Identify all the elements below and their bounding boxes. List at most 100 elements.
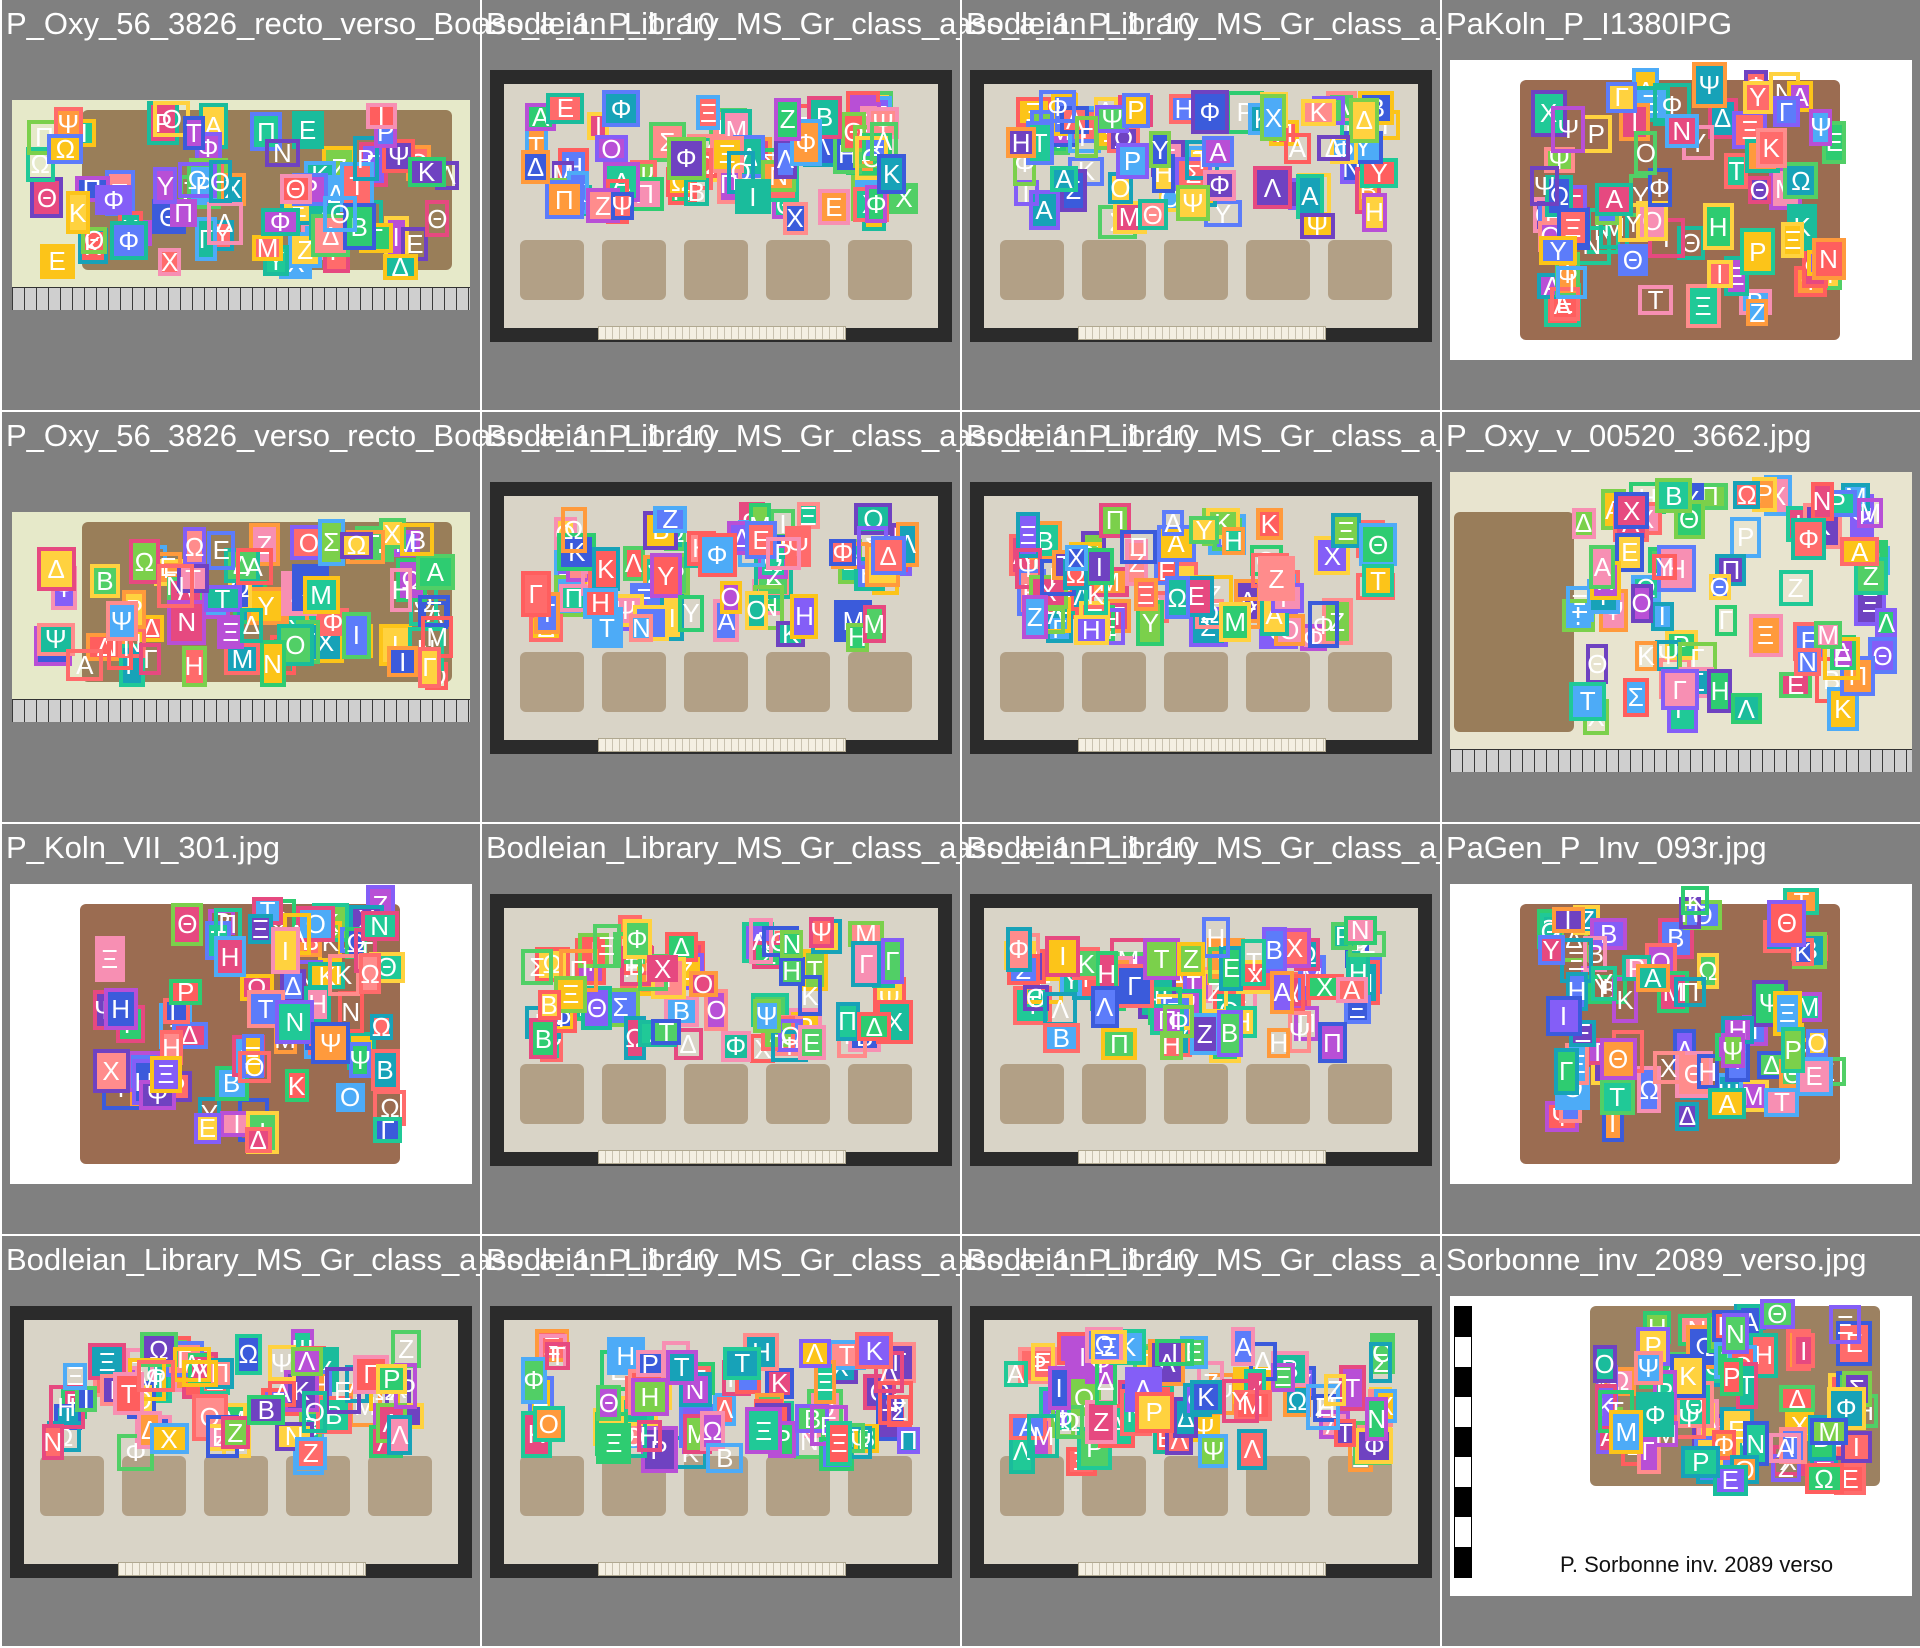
glyph-box: Τ — [723, 1346, 762, 1380]
glyph-box: Υ — [1189, 515, 1220, 544]
glyph-box: Γ — [139, 643, 162, 676]
glyph-box: Ρ — [1730, 516, 1762, 558]
glyph-box: Χ — [158, 248, 182, 277]
glyph-box: Ο — [296, 906, 336, 943]
glyph-box: Ε — [1219, 945, 1244, 991]
overlapping-filename: Bodleian_Library_MS_Gr_class_a_1_P_1_10 — [962, 6, 1196, 41]
glyph-box: Ζ — [1257, 556, 1295, 602]
document-image: ΒΖΘΔΚΞΗΡΠΨΞΙΘΑΜΧΕΧΨΛΜΗΜΖΙΔΜΓΡΚΗΧΚΣΕΛΡΞΠΩ… — [1450, 472, 1912, 772]
glyph-box: Ω — [1637, 1066, 1662, 1114]
thumbnail-tile[interactable]: ΤΙΤΡΟΑΜΝΕΒΔΘΨΜΨΨΥΜΞΓΠΣΤΧΠΖΞΠΠΥΓΤΖΩΗΡΤΓΛΛ… — [962, 824, 1440, 1234]
glyph-box: Ι — [387, 646, 419, 678]
glyph-box: Ω — [359, 953, 382, 995]
glyph-box: Μ — [1794, 992, 1823, 1023]
glyph-box: Ψ — [1633, 1351, 1663, 1386]
glyph-box: Λ — [1730, 693, 1762, 725]
glyph-box: Ν — [1664, 113, 1699, 148]
glyph-box: Ε — [39, 243, 75, 279]
thumbnail-tile[interactable]: ΝΜΘΝΔΦΒΞΑΔΜΙΘΘΤΦΥΞΝΡΜΦΦΥΑΝΘΙΕΚΕΞΦΟΤΧΙΞΟΕ… — [1442, 0, 1920, 410]
glyph-box: Θ — [279, 173, 312, 204]
glyph-box: Π — [1317, 1022, 1347, 1064]
papyrus-fragment — [602, 1064, 666, 1124]
glyph-box: Ξ — [241, 1034, 264, 1079]
glyph-box: Ρ — [1781, 1027, 1806, 1074]
glyph-box: Υ — [649, 553, 682, 599]
glyph-box: Ε — [1779, 672, 1813, 699]
glyph-box: Η — [390, 567, 413, 612]
thumbnail-tile[interactable]: ΨΓΤΟΗΒΡΘΡΧΩΤΡΧΦΝΨΥΜΖΔΒΣΨΛΒΡΖΠΧΣΓΙΗΚΘΑΔΦΔ… — [482, 824, 960, 1234]
ruler — [598, 1562, 846, 1576]
glyph-box: Ζ — [1177, 941, 1206, 976]
thumbnail-tile[interactable]: ΜΑΔΔΠΒΙΩΒΥΑΧΘΓΩΖΧΗΩΧΔΩΨΑΙΝΜΗΓΕΞΗΕΦΔΙΟΙΩΛ… — [2, 412, 480, 822]
glyph-box: Γ — [520, 570, 551, 617]
glyph-box: Η — [214, 936, 247, 978]
glyph-box: Τ — [203, 585, 242, 613]
glyph-box: Ο — [238, 1050, 272, 1083]
glyph-box: Φ — [109, 221, 148, 261]
glyph-box: Β — [529, 1018, 558, 1060]
thumbnail-tile[interactable]: ΑΒΜΒΔΛΩΝΩΙΨΘΔΙΒΖΑΙΤΠΟΨΚΗΤΨΒΠΘΜΚΒΞΘΤΞΣΟΗΤ… — [1442, 824, 1920, 1234]
thumbnail-tile[interactable]: ΒΖΘΔΚΞΗΡΠΨΞΙΘΑΜΧΕΧΨΛΜΗΜΖΙΔΜΓΡΚΗΧΚΣΕΛΡΞΠΩ… — [1442, 412, 1920, 822]
glyph-box: Ε — [745, 521, 777, 560]
thumbnail-tile[interactable]: ΥΝΝΒΟΡΨΞΑΛΨΤΗΚΞΤΙΦΕΜΥΧΓΣΜΚΗΙΧΚΙΠΣΟΤΖΥΤΗΘ… — [962, 0, 1440, 410]
thumbnail-tile[interactable]: P. Sorbonne inv. 2089 versoΕΝΡΗΞΩΧΨΗΘΟΧΜ… — [1442, 1236, 1920, 1646]
thumbnail-tile[interactable]: ΣΜΠΒΛΟΞΣΦΩΞΚΜΡΝΒΒΙΝΓΑΩΣΨΕΞΠΔΖΤΓΗΒΔΗΔΕΝΘΣ… — [482, 412, 960, 822]
glyph-box: Ζ — [1746, 299, 1769, 327]
glyph-box: Ω — [339, 531, 373, 559]
glyph-box: Η — [1362, 192, 1388, 232]
glyph-box: Ξ — [150, 1055, 183, 1093]
glyph-box: Β — [1588, 975, 1628, 1005]
glyph-box: Π — [544, 180, 584, 220]
glyph-box: Ψ — [105, 600, 138, 641]
papyrus-fragment — [848, 1456, 912, 1516]
ruler — [598, 326, 846, 340]
papyrus-fragment — [1164, 240, 1228, 300]
thumbnail-tile[interactable]: ΑΨΕΜΦΞΜΓΟΛΨΧΛΞΩΔΥΙΛΡΛΗΦΩΕΤΗΛΨΑΖΒΦΝΤΞΕΖΤΙ… — [962, 1236, 1440, 1646]
glyph-box: Α — [1162, 509, 1185, 536]
glyph-box: Ν — [629, 614, 654, 643]
thumbnail-tile[interactable]: ΠΣΘΜΤΣΧΜΒΙΠΛΤΔΟΣΧΑΝΗΜΨΗΤΟΕΑΑΜΥΕΗΞΠΘΨΑΔΚΙ… — [482, 0, 960, 410]
glyph-box: Ε — [1030, 1342, 1055, 1381]
thumbnail-tile[interactable]: ΞΕΧΤΚΛΒΖΨΥΚΛΟΜΥΠΟΝΚΝΒΣΤΘΓΦΞΛΘΕΝΗΣΠΚΞΓΩΡΝ… — [482, 1236, 960, 1646]
glyph-box: Ρ — [376, 1363, 408, 1394]
glyph-box: Α — [415, 554, 455, 591]
glyph-box: Θ — [1599, 1038, 1637, 1081]
thumbnail-tile[interactable]: ΧΖΙΕΖΓΚΑΦΘΠΜΨΥΩΡΖΘΘΚΙΩΥΔΠΨΨΨΤΠΓΡΓΧΓΞΕΡΔΟ… — [2, 0, 480, 410]
glyph-box: Υ — [1149, 131, 1172, 169]
glyph-box: Ι — [1545, 996, 1582, 1037]
ruler — [1078, 738, 1326, 752]
glyph-box: Ρ — [1720, 1357, 1744, 1396]
glyph-box: Ρ — [1116, 142, 1150, 179]
thumbnail-tile[interactable]: ΔΗΩΖΓΩΩΥΦΖΛΠΟΠΤΖΣΒΟΣΓΦΣΚΧΩΕΕΥΜΑΦΣΣΛΠΗΦΚΟ… — [962, 412, 1440, 822]
glyph-box: Ι — [1706, 260, 1733, 289]
glyph-box: Δ — [206, 201, 243, 245]
glyph-box: Λ — [798, 1338, 831, 1368]
papyrus-fragment — [684, 652, 748, 712]
glyph-box: Τ — [651, 1019, 682, 1046]
glyph-box: Τ — [1638, 285, 1674, 316]
glyph-box: Φ — [1791, 517, 1827, 560]
glyph-box: Ξ — [1331, 513, 1362, 549]
glyph-box: Ω — [1804, 1463, 1844, 1495]
glyph-box: Ρ — [1681, 1446, 1721, 1479]
glyph-box: Β — [1655, 478, 1693, 514]
ruler — [1078, 1150, 1326, 1164]
glyph-box: Υ — [1618, 203, 1649, 243]
papyrus-fragment — [848, 652, 912, 712]
tile-filename: Bodleian_Library_MS_Gr_class_a_1_P_1_10 — [486, 1242, 960, 1277]
papyrus-fragment — [684, 240, 748, 300]
papyrus-fragment — [1328, 1064, 1392, 1124]
glyph-box: Γ — [1660, 669, 1699, 711]
glyph-box: Η — [1073, 615, 1109, 646]
glyph-box: Ω — [47, 133, 84, 164]
document-image: ΥΝΝΒΟΡΨΞΑΛΨΤΗΚΞΤΙΦΕΜΥΧΓΣΜΚΗΙΧΚΙΠΣΟΤΖΥΤΗΘ… — [970, 70, 1432, 342]
glyph-box: Θ — [1767, 899, 1807, 947]
glyph-box: Θ — [1137, 199, 1168, 231]
glyph-box: Φ — [865, 184, 888, 223]
glyph-box: Η — [790, 593, 819, 639]
glyph-box: Ψ — [610, 190, 634, 221]
thumbnail-tile[interactable]: ΨΖΣΒΕΒΧΖΔΜΡΥΥΛΥΜΙΚΔΤΔΤΙΗΘΘΒΩΝΔΓΦΚΠΕΩΑΝΗΛ… — [2, 1236, 480, 1646]
thumbnail-tile[interactable]: ΚΥΞΥΒΨΡΟΜΖΙΩΓΔΨΚΒΝΒΧΛΝΚΨΗΙΔΦΞΙΔΙΗΗΥΡΩΩΘΓ… — [2, 824, 480, 1234]
papyrus-fragment — [1328, 240, 1392, 300]
